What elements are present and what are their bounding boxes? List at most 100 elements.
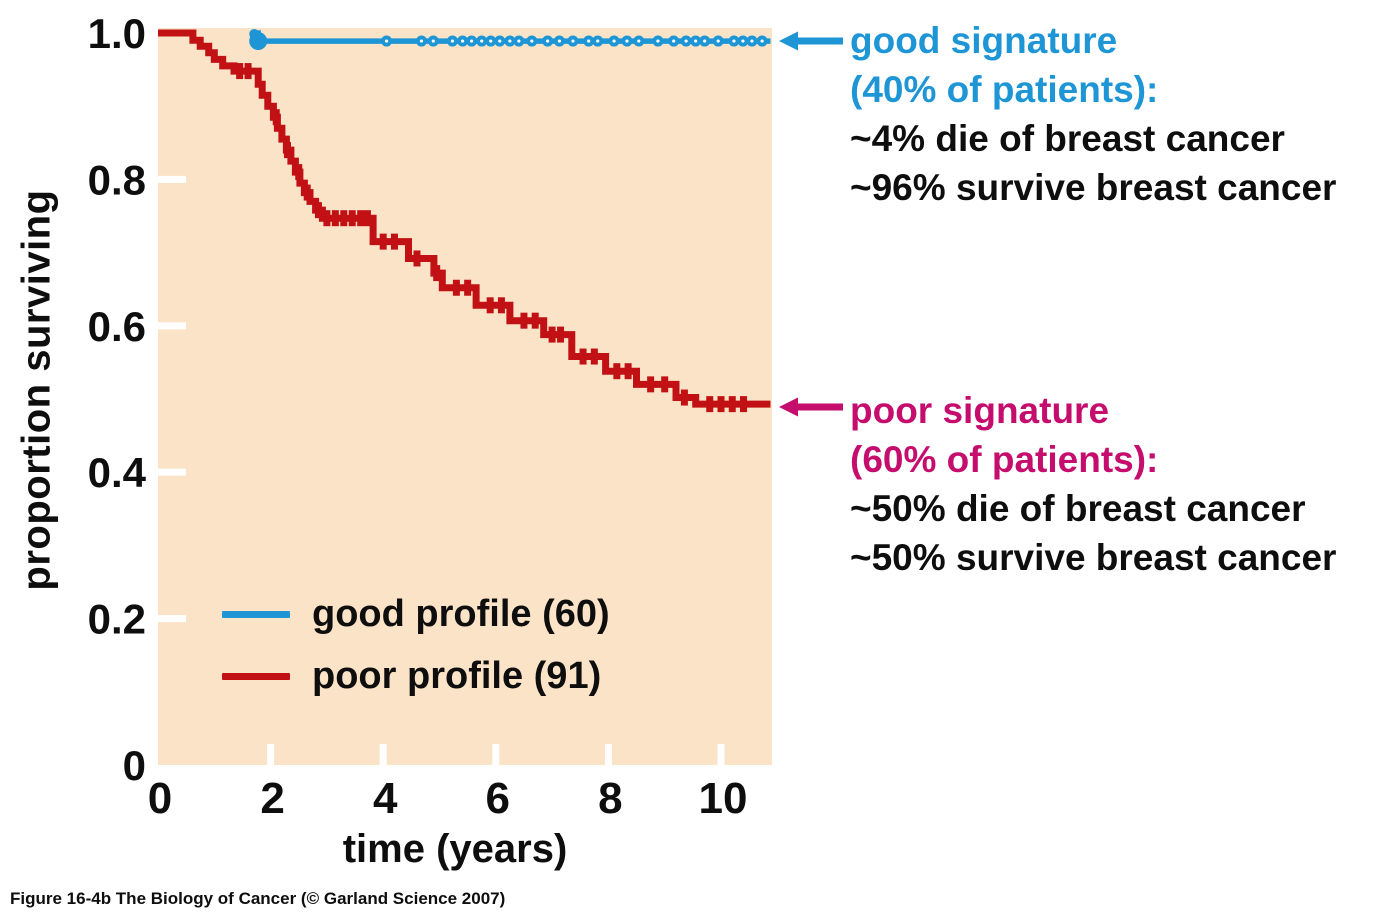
censor-circle-center (489, 39, 493, 43)
censor-circle-center (508, 39, 512, 43)
censor-tick (548, 326, 556, 343)
censor-circle-center (517, 39, 521, 43)
censor-circle-center (587, 39, 591, 43)
censor-tick (728, 396, 736, 413)
legend-swatch-good (222, 610, 290, 618)
y-tick-label: 0.6 (88, 303, 146, 350)
x-tick-label: 10 (699, 774, 748, 823)
y-tick-notch (158, 615, 186, 623)
censor-circle-center (750, 39, 754, 43)
poor-survival-curve (158, 29, 771, 408)
y-tick-notch (158, 468, 186, 476)
censor-tick (706, 396, 714, 413)
censor-tick (531, 312, 539, 329)
poor-censor-marks (236, 63, 748, 413)
y-tick-notch (158, 175, 186, 183)
censor-tick (590, 348, 598, 365)
censor-tick (323, 210, 331, 227)
censor-circle-center (480, 39, 484, 43)
x-tick-notch (267, 744, 275, 765)
censor-circle-center (741, 39, 745, 43)
censor-circle-center (384, 39, 389, 43)
x-axis-label: time (years) (342, 827, 568, 871)
censor-circle-center (637, 39, 641, 43)
legend-label-good: good profile (60) (312, 592, 610, 635)
censor-tick (452, 279, 460, 296)
censor-circle-center (656, 39, 660, 43)
poor-annotation-line-1: poor signature (850, 390, 1110, 431)
censor-tick (283, 142, 291, 159)
tick-labels: 1.0 0.8 0.6 0.4 0.2 00 2 4 6 8 10 (88, 10, 748, 823)
poor-signature-annotation: poor signature (60% of patients): ~50% d… (850, 386, 1336, 582)
series-poor (158, 29, 771, 413)
y-tick-label: 0 (123, 742, 146, 789)
x-tick-label: 0 (148, 774, 172, 823)
censor-circle-center (612, 39, 616, 43)
poor-annotation-line-3: ~50% die of breast cancer (850, 488, 1306, 529)
series-good (249, 29, 771, 51)
good-signature-annotation: good signature (40% of patients): ~4% di… (850, 16, 1336, 212)
x-tick-label: 6 (486, 774, 510, 823)
censor-circle-center (530, 39, 534, 43)
y-tick-label: 0.8 (88, 156, 146, 203)
censor-circle-center (732, 39, 736, 43)
censor-circle-center (498, 39, 502, 43)
censor-tick (486, 297, 494, 314)
y-tick-label: 0.4 (88, 449, 147, 496)
censor-tick (740, 396, 748, 413)
censor-circle-center (625, 39, 629, 43)
censor-circle-center (469, 39, 474, 43)
good-start-marker-bump (249, 29, 260, 40)
censor-circle-center (684, 39, 688, 43)
censor-tick (680, 389, 688, 406)
good-censor-marks (381, 35, 768, 47)
x-tick-notch (604, 744, 612, 765)
censor-tick (390, 233, 398, 250)
censor-tick (717, 396, 725, 413)
poor-arrow-head (779, 397, 798, 417)
plot-area (158, 28, 772, 765)
good-annotation-line-3: ~4% die of breast cancer (850, 118, 1285, 159)
censor-tick (433, 265, 441, 282)
censor-circle-center (596, 39, 600, 43)
censor-circle-center (716, 39, 720, 43)
good-annotation-line-4: ~96% survive breast cancer (850, 167, 1337, 208)
censor-tick (624, 363, 632, 380)
censor-circle-center (419, 39, 424, 43)
legend-item-poor: poor profile (91) (222, 653, 601, 699)
censor-tick (464, 279, 472, 296)
censor-tick (557, 326, 565, 343)
censor-circle-center (672, 39, 676, 43)
good-arrow-shaft (796, 37, 843, 45)
x-tick-label: 4 (373, 774, 398, 823)
censor-tick (303, 184, 311, 201)
x-tick-label: 2 (260, 774, 284, 823)
censor-tick (272, 109, 280, 126)
y-tick-label: 1.0 (88, 10, 146, 57)
censor-tick (613, 363, 621, 380)
censor-circle-center (571, 39, 575, 43)
poor-arrow-shaft (796, 403, 843, 411)
censor-tick (413, 250, 421, 267)
good-annotation-line-1: good signature (850, 20, 1118, 61)
x-tick-notch (379, 744, 387, 765)
legend-label-poor: poor profile (91) (312, 654, 602, 697)
censor-tick (661, 376, 669, 393)
censor-tick (340, 210, 348, 227)
censor-circle-center (450, 39, 455, 43)
censor-tick (236, 63, 244, 80)
good-arrow (779, 31, 843, 51)
tick-notches (158, 175, 725, 765)
y-tick-label: 0.2 (88, 596, 146, 643)
x-tick-label: 8 (598, 774, 622, 823)
censor-tick (647, 376, 655, 393)
censor-circle-center (431, 39, 435, 43)
poor-annotation-line-2: (60% of patients): (850, 439, 1159, 480)
censor-circle-center (545, 39, 550, 43)
legend-item-good: good profile (60) (222, 591, 610, 637)
figure-caption: Figure 16-4b The Biology of Cancer (© Ga… (10, 889, 506, 908)
censor-tick (520, 312, 528, 329)
censor-circle-center (694, 39, 698, 43)
censor-tick (244, 63, 252, 80)
